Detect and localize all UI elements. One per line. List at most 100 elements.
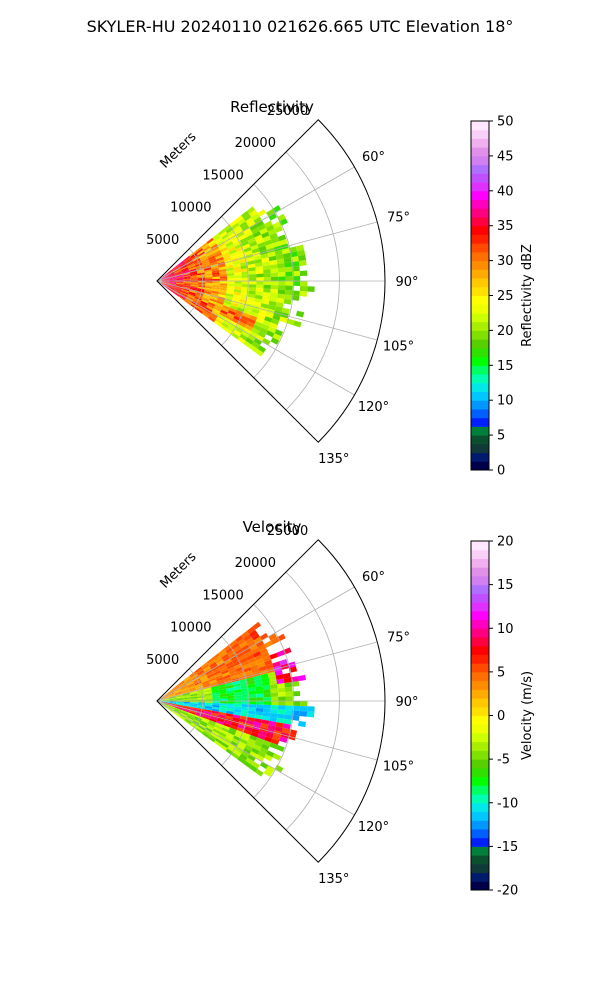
data-cell (183, 281, 191, 284)
data-cell (195, 262, 203, 267)
data-cell (202, 295, 210, 301)
data-cell (221, 727, 229, 733)
data-cell (161, 695, 168, 700)
data-cell (299, 290, 308, 297)
data-cell (174, 288, 182, 293)
data-cell (175, 284, 184, 287)
data-cell (246, 676, 255, 682)
data-cell (202, 244, 210, 250)
data-cell (254, 718, 263, 724)
data-cell (222, 236, 231, 243)
grid-spoke (156, 280, 355, 396)
data-cell (284, 682, 293, 688)
data-cell (212, 692, 220, 696)
data-cell (222, 725, 230, 731)
data-cell (160, 693, 167, 699)
data-cell (181, 689, 190, 693)
data-cell (197, 705, 206, 708)
data-cell (241, 691, 249, 696)
data-cell (222, 305, 230, 311)
polar-panel-velocity: 60° 75° 90° 105° 120° 135° 5000 10000 15000 20000… (146, 518, 535, 899)
data-cell (248, 274, 257, 278)
data-cell (262, 261, 270, 267)
data-cell (181, 687, 189, 692)
data-cell (219, 701, 228, 704)
polar-panel-reflectivity: 60° 75° 90° 105° 120° 135° 5000 10000 15000 20000… (146, 98, 535, 479)
data-cell (216, 659, 225, 666)
data-cell (185, 259, 193, 265)
data-cell (243, 760, 252, 769)
colorbar-segment (471, 785, 489, 795)
data-cell (275, 722, 284, 728)
data-cell (230, 674, 239, 680)
grid-spoke (156, 166, 355, 282)
data-cell (196, 709, 205, 713)
data-cell (255, 348, 264, 357)
data-cell (196, 668, 204, 674)
data-cell (194, 716, 202, 721)
data-cell (189, 688, 197, 692)
data-cell (198, 279, 206, 281)
colorbar-tick-label: 0 (497, 464, 505, 479)
data-cell (224, 238, 232, 245)
data-cell (292, 701, 301, 706)
data-cell (226, 290, 234, 295)
data-cell (219, 691, 227, 695)
data-cell (247, 713, 256, 719)
colorbar-segment (471, 619, 489, 629)
data-cell (172, 264, 179, 270)
data-cell (285, 696, 293, 701)
data-cell (187, 714, 195, 719)
data-cell (167, 273, 175, 277)
data-cell (272, 314, 281, 321)
data-cell (267, 304, 276, 311)
data-cell (264, 754, 273, 762)
data-cell (255, 711, 264, 716)
data-cell (275, 254, 284, 260)
data-cell (226, 692, 235, 697)
colorbar-segment (471, 863, 489, 874)
data-cell (235, 228, 244, 235)
data-cell (180, 686, 188, 691)
data-cell (255, 287, 264, 293)
data-cell (218, 294, 226, 298)
data-cell (226, 288, 235, 292)
data-cell (207, 253, 215, 259)
data-cell (161, 699, 169, 701)
data-cell (247, 260, 255, 266)
data-cell (246, 720, 255, 726)
data-cell (279, 736, 288, 743)
data-cell (173, 268, 181, 273)
data-cell (252, 744, 262, 751)
data-cell (168, 278, 177, 281)
data-cell (167, 285, 175, 289)
colorbar-segment (471, 199, 489, 209)
data-cell (247, 296, 255, 302)
data-cell (292, 266, 300, 272)
data-cell (160, 283, 167, 288)
radial-tick-label: 5000 (146, 233, 179, 248)
data-cell (254, 654, 263, 662)
data-cell (221, 307, 229, 313)
data-cell (186, 295, 194, 301)
data-cell (231, 332, 240, 340)
data-cell (234, 701, 242, 704)
data-cell (214, 724, 223, 730)
data-cell (277, 289, 286, 295)
data-cell (260, 253, 269, 259)
data-cell (270, 704, 279, 710)
data-cell (291, 715, 300, 721)
colorbar-segment (471, 426, 489, 436)
colorbar-segment (471, 312, 489, 323)
angle-tick-label: 60° (362, 570, 385, 585)
data-cell (204, 691, 213, 695)
data-cell (233, 689, 242, 693)
data-cell (279, 316, 288, 323)
data-cell (219, 664, 227, 671)
colorbar-tick-label: -5 (497, 753, 510, 768)
data-cell (190, 702, 199, 704)
data-cell (196, 712, 204, 716)
data-cell (247, 293, 256, 299)
data-cell (247, 237, 256, 244)
data-cell (224, 737, 232, 744)
